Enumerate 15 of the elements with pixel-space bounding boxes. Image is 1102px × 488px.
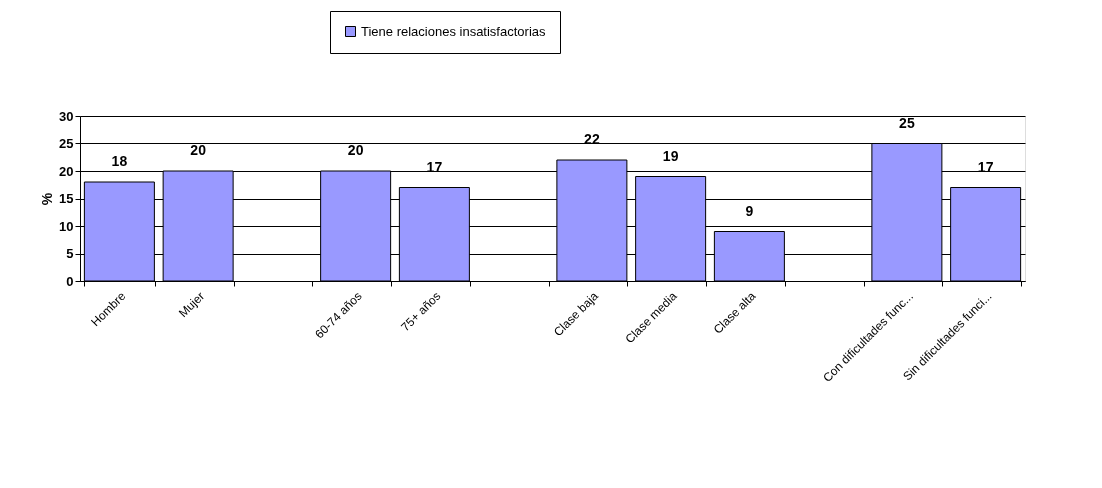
y-tick-label: 30 xyxy=(59,108,74,124)
data-label: 19 xyxy=(662,147,679,164)
y-tick-label: 25 xyxy=(59,136,74,151)
y-tick-label: 15 xyxy=(59,191,74,206)
y-tick-label: 10 xyxy=(59,218,74,234)
data-label: 25 xyxy=(899,114,915,131)
data-label: 20 xyxy=(347,142,364,158)
data-label: 20 xyxy=(190,142,207,158)
y-axis-title: % xyxy=(39,192,56,206)
y-tick-label: 20 xyxy=(59,163,74,179)
data-label: 18 xyxy=(111,153,128,169)
y-tick-label: 5 xyxy=(66,246,74,261)
y-tick-label: 0 xyxy=(66,273,74,289)
legend-label: Tiene relaciones insatisfactorias xyxy=(361,23,546,39)
data-label: 9 xyxy=(745,202,754,219)
